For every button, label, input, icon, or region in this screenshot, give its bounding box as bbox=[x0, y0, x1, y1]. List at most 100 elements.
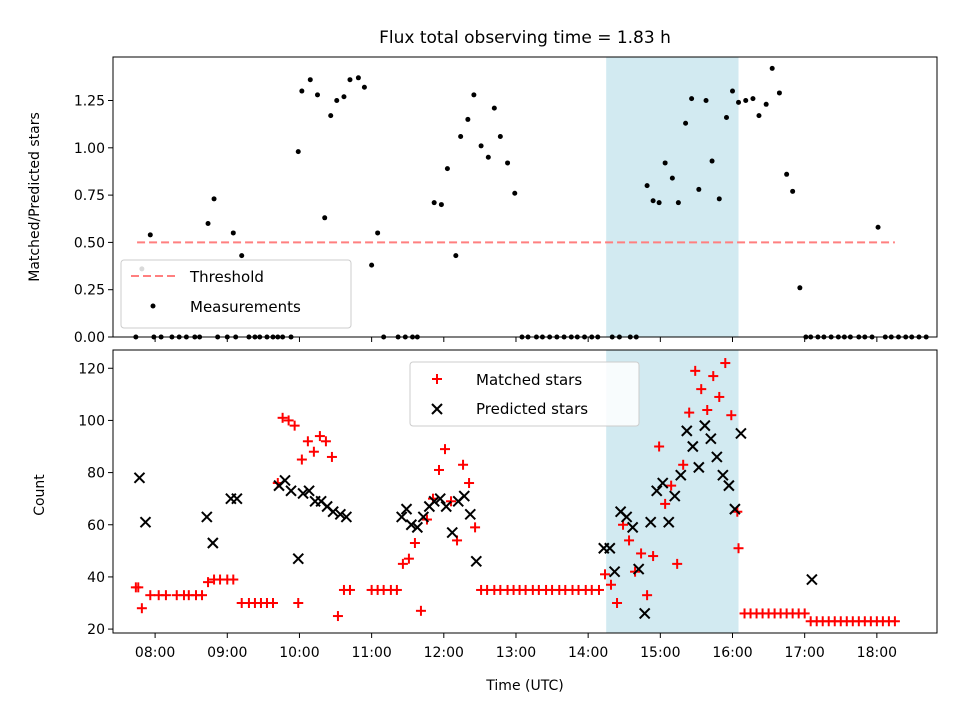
predicted-star-point bbox=[405, 519, 418, 531]
matched-star-point bbox=[612, 598, 623, 609]
matched-star-point bbox=[160, 590, 171, 601]
predicted-star-point bbox=[464, 508, 476, 521]
matched-star-point bbox=[642, 590, 653, 601]
matched-star-point bbox=[302, 436, 313, 447]
measurement-point bbox=[322, 215, 328, 221]
measurement-point bbox=[295, 149, 301, 155]
matched-star-point bbox=[599, 569, 610, 580]
matched-star-point bbox=[133, 582, 144, 593]
measurement-point bbox=[716, 196, 722, 202]
predicted-star-point bbox=[297, 487, 309, 500]
measurement-point bbox=[763, 101, 769, 107]
top-legend-box bbox=[120, 259, 352, 329]
matched-star-point bbox=[648, 551, 659, 562]
matched-star-point bbox=[391, 584, 402, 595]
measurement-point bbox=[478, 143, 484, 149]
x-tick-label: 09:00 bbox=[207, 645, 247, 661]
predicted-star-point bbox=[663, 516, 675, 528]
matched-star-point bbox=[720, 358, 731, 369]
legend-predicted-label: Predicted stars bbox=[476, 400, 588, 418]
matched-star-point bbox=[458, 459, 469, 470]
measurement-point bbox=[328, 113, 334, 119]
predicted-star-point bbox=[620, 511, 633, 523]
matched-star-point bbox=[277, 412, 288, 423]
measurement-point bbox=[147, 232, 153, 238]
x-tick-label: 08:00 bbox=[135, 645, 175, 661]
measurement-point bbox=[211, 196, 217, 202]
x-tick-label: 17:00 bbox=[784, 645, 824, 661]
bottom-ylabel: Count bbox=[32, 474, 48, 516]
predicted-star-point bbox=[292, 552, 304, 565]
matched-star-point bbox=[403, 553, 414, 564]
y-tick-label: 20 bbox=[87, 622, 105, 638]
predicted-star-point bbox=[207, 537, 219, 549]
predicted-star-point bbox=[231, 492, 243, 505]
measurement-point bbox=[750, 96, 756, 102]
predicted-star-point bbox=[687, 440, 699, 453]
matched-star-point bbox=[228, 574, 239, 585]
matched-star-point bbox=[726, 410, 737, 421]
predicted-star-point bbox=[285, 485, 297, 497]
legend-matched-label: Matched stars bbox=[476, 371, 582, 389]
matched-star-point bbox=[308, 446, 319, 457]
measurement-point bbox=[205, 220, 211, 226]
measurement-point bbox=[656, 200, 662, 206]
y-tick-label: 0.00 bbox=[74, 330, 105, 346]
matched-star-point bbox=[666, 480, 677, 491]
measurement-point bbox=[683, 120, 689, 126]
matched-star-point bbox=[415, 605, 426, 616]
measurement-point bbox=[512, 190, 518, 196]
measurement-point bbox=[505, 160, 511, 166]
predicted-star-point bbox=[644, 516, 657, 528]
measurement-point bbox=[341, 94, 347, 100]
matched-star-point bbox=[293, 598, 304, 609]
measurement-point bbox=[230, 230, 236, 236]
matched-star-point bbox=[889, 616, 900, 627]
predicted-star-point bbox=[705, 432, 717, 445]
measurement-point bbox=[696, 186, 702, 192]
bottom-xlabel: Time (UTC) bbox=[485, 678, 563, 694]
matched-star-point bbox=[678, 459, 689, 470]
measurement-point bbox=[361, 84, 367, 90]
matched-star-point bbox=[606, 579, 617, 590]
measurement-point bbox=[675, 200, 681, 206]
measurement-point bbox=[644, 183, 650, 189]
legend-threshold-label: Threshold bbox=[189, 268, 264, 286]
top-panel: 0.00 0.25 0.50 0.75 1.00 1.25 Flux total obse… bbox=[27, 28, 938, 346]
matched-star-point bbox=[690, 365, 701, 376]
predicted-star-point bbox=[340, 511, 353, 523]
matched-star-point bbox=[733, 543, 744, 554]
predicted-star-point bbox=[651, 485, 663, 497]
predicted-star-point bbox=[626, 521, 639, 534]
top-legend: Threshold Measurements bbox=[120, 259, 352, 329]
predicted-star-point bbox=[395, 511, 408, 523]
y-tick-label: 120 bbox=[78, 361, 105, 377]
predicted-star-point bbox=[608, 565, 621, 578]
matched-star-point bbox=[326, 451, 337, 462]
legend-predicted-swatch bbox=[431, 403, 443, 415]
measurement-point bbox=[444, 166, 450, 172]
matched-star-point bbox=[203, 577, 214, 588]
matched-star-point bbox=[799, 608, 810, 619]
matched-star-point bbox=[320, 436, 331, 447]
predicted-star-point bbox=[693, 461, 705, 474]
legend-measurements-label: Measurements bbox=[190, 298, 301, 316]
y-tick-label: 0.50 bbox=[74, 235, 105, 251]
matched-star-point bbox=[344, 584, 355, 595]
measurement-point bbox=[736, 99, 742, 105]
measurement-point bbox=[650, 198, 656, 204]
measurement-point bbox=[355, 75, 361, 81]
matched-star-point bbox=[446, 496, 457, 507]
x-tick-label: 16:00 bbox=[712, 645, 752, 661]
measurement-point bbox=[307, 77, 313, 83]
matched-star-point bbox=[684, 407, 695, 418]
measurement-point bbox=[790, 188, 796, 194]
top-ylabel: Matched/Predicted stars bbox=[27, 112, 43, 282]
measurement-point bbox=[723, 115, 729, 121]
legend-matched-swatch bbox=[432, 374, 442, 384]
measurement-point bbox=[784, 171, 790, 177]
measurement-point bbox=[458, 133, 464, 139]
predicted-star-point bbox=[729, 503, 741, 515]
predicted-star-point bbox=[400, 503, 413, 515]
